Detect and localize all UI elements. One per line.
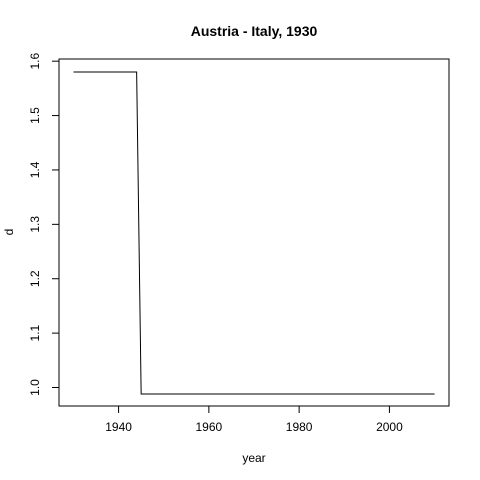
plot-frame	[58, 58, 450, 407]
y-tick-label: 1.4	[28, 161, 42, 178]
y-axis: 1.0 1.1 1.2 1.3 1.4 1.5 1.6	[28, 53, 60, 396]
x-tick-label: 1960	[196, 420, 223, 434]
y-tick-label: 1.6	[28, 53, 42, 70]
y-axis-label: d	[2, 229, 16, 236]
y-tick-label: 1.0	[28, 379, 42, 396]
x-axis-label: year	[242, 451, 265, 465]
y-tick-label: 1.2	[28, 270, 42, 287]
x-tick-label: 1980	[286, 420, 313, 434]
y-tick-label: 1.3	[28, 216, 42, 233]
y-tick-label: 1.1	[28, 324, 42, 341]
x-tick-label: 1940	[105, 420, 132, 434]
x-tick-label: 2000	[376, 420, 403, 434]
x-axis: 1940 1960 1980 2000	[105, 405, 403, 434]
y-tick-label: 1.5	[28, 107, 42, 124]
chart-title: Austria - Italy, 1930	[191, 23, 318, 39]
series-line	[73, 71, 435, 395]
series-layer	[73, 71, 435, 395]
